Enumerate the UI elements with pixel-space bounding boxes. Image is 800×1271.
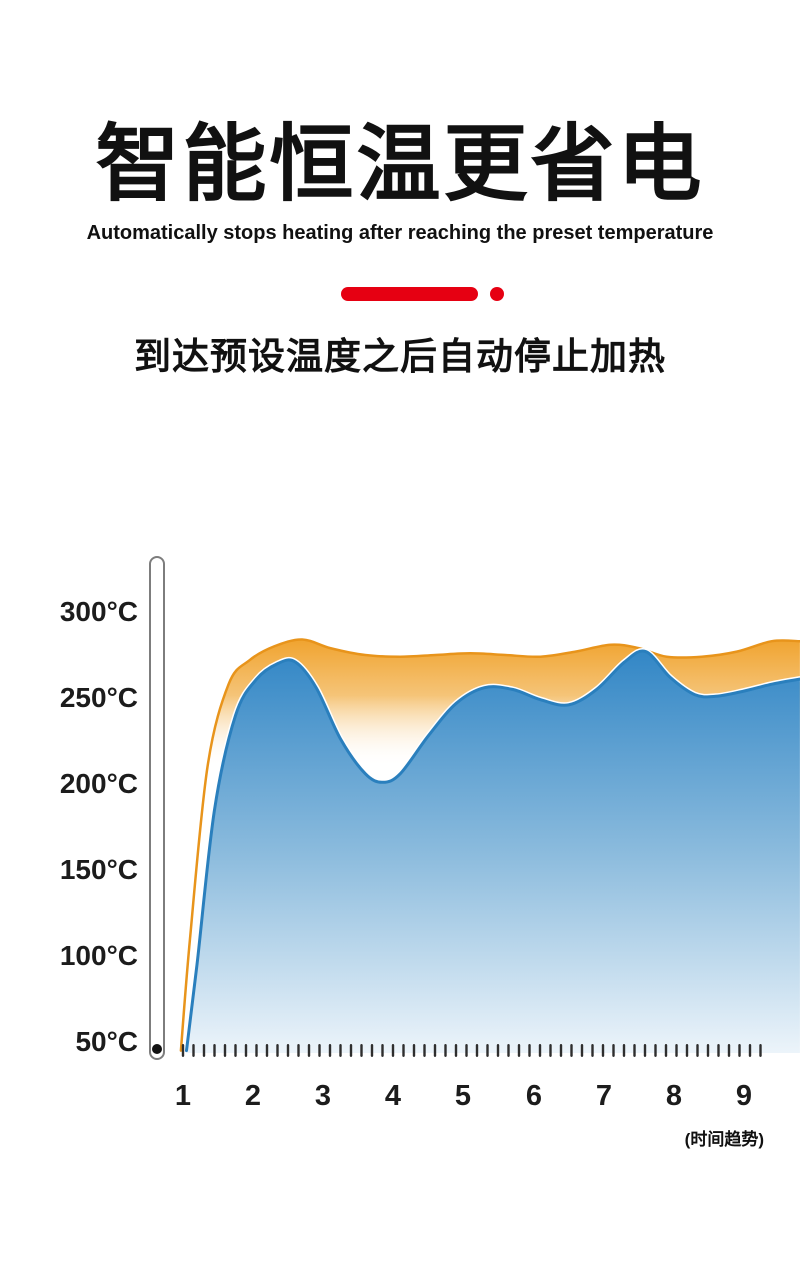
page-title: 智能恒温更省电 — [95, 117, 705, 211]
axis-tick — [370, 1044, 374, 1057]
y-axis-label: 300°C — [59, 596, 138, 627]
axis-tick — [213, 1044, 216, 1057]
subtitle-english: Automatically stops heating after reachi… — [86, 222, 714, 244]
axis-tick — [664, 1044, 668, 1057]
axis-tick — [192, 1044, 195, 1057]
axis-tick — [223, 1044, 227, 1057]
y-axis-label: 250°C — [59, 682, 138, 713]
axis-tick — [454, 1044, 458, 1057]
axis-tick — [706, 1044, 710, 1057]
axis-tick — [549, 1044, 552, 1057]
actual-line-path — [185, 649, 800, 1053]
axis-tick — [202, 1044, 206, 1057]
axis-tick — [297, 1044, 300, 1057]
axis-tick — [580, 1044, 584, 1057]
preset-line-path — [179, 638, 800, 1052]
axis-tick — [601, 1044, 605, 1057]
axis-tick — [696, 1044, 699, 1057]
axis-tick — [486, 1044, 489, 1057]
axis-tick — [622, 1044, 626, 1057]
time-trend-note: (时间趋势) — [684, 1130, 764, 1149]
y-axis-label: 150°C — [59, 854, 138, 885]
axis-tick — [643, 1044, 647, 1057]
axis-ticks — [181, 1044, 762, 1057]
chart-svg — [179, 638, 800, 1057]
thermometer-axis — [149, 556, 165, 1060]
axis-tick — [475, 1044, 479, 1057]
axis-tick — [276, 1044, 279, 1057]
y-axis-label: 50°C — [75, 1026, 138, 1057]
axis-tick — [591, 1044, 594, 1057]
y-axis-label: 100°C — [59, 940, 138, 971]
axis-tick — [286, 1044, 290, 1057]
axis-tick — [528, 1044, 531, 1057]
axis-tick — [433, 1044, 437, 1057]
y-axis-labels: 300°C 250°C 200°C 150°C 100°C 50°C — [0, 552, 138, 1192]
axis-tick — [465, 1044, 468, 1057]
axis-tick — [633, 1044, 636, 1057]
red-divider-dot — [490, 287, 504, 301]
axis-tick — [381, 1044, 384, 1057]
axis-tick — [360, 1044, 363, 1057]
axis-tick — [412, 1044, 416, 1057]
axis-tick — [244, 1044, 248, 1057]
axis-tick — [339, 1044, 342, 1057]
axis-tick — [507, 1044, 510, 1057]
axis-tick — [423, 1044, 426, 1057]
axis-tick — [759, 1044, 762, 1057]
axis-tick — [307, 1044, 311, 1057]
axis-tick — [727, 1044, 731, 1057]
axis-tick — [402, 1044, 405, 1057]
axis-tick — [444, 1044, 447, 1057]
axis-tick — [265, 1044, 269, 1057]
axis-tick — [391, 1044, 395, 1057]
y-axis-label: 200°C — [59, 768, 138, 799]
axis-tick — [517, 1044, 521, 1057]
axis-tick — [255, 1044, 258, 1057]
temperature-chart: 300°C 250°C 200°C 150°C 100°C 50°C — [0, 552, 800, 1192]
axis-tick — [570, 1044, 573, 1057]
axis-tick — [234, 1044, 237, 1057]
axis-tick — [559, 1044, 563, 1057]
axis-tick — [181, 1044, 185, 1057]
actual-area-path — [186, 651, 800, 1053]
subtitle-chinese: 到达预设温度之后自动停止加热 — [134, 336, 666, 377]
axis-tick — [318, 1044, 321, 1057]
axis-tick — [328, 1044, 332, 1057]
axis-tick — [738, 1044, 741, 1057]
axis-tick — [496, 1044, 500, 1057]
axis-tick — [612, 1044, 615, 1057]
axis-tick — [685, 1044, 689, 1057]
axis-tick — [538, 1044, 542, 1057]
axis-tick — [349, 1044, 353, 1057]
thermometer-bulb — [152, 1044, 162, 1054]
axis-tick — [675, 1044, 678, 1057]
red-divider-bar — [341, 287, 478, 301]
axis-tick — [717, 1044, 720, 1057]
axis-tick — [654, 1044, 657, 1057]
axis-tick — [748, 1044, 752, 1057]
